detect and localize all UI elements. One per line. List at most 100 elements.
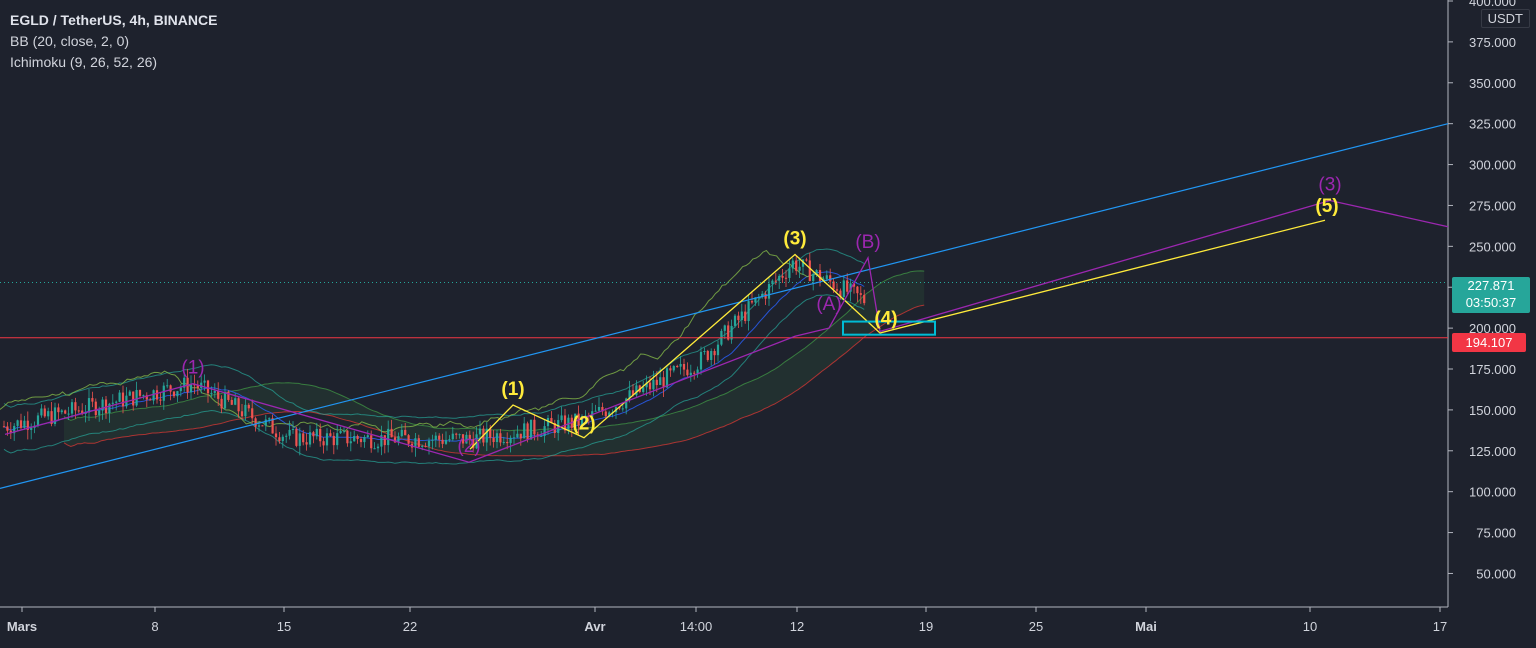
corrective-wave-label: (B)	[855, 232, 880, 253]
candle-body	[519, 433, 522, 439]
blue-trendline	[0, 123, 1449, 489]
time-tick-label: 8	[151, 619, 158, 634]
candle-body	[155, 390, 159, 400]
candle-body	[261, 425, 264, 427]
candle-body	[363, 437, 366, 443]
price-tick-label: 100.000	[1469, 485, 1516, 500]
candle-body	[485, 428, 488, 443]
candle-body	[322, 441, 325, 446]
candle-body	[271, 418, 274, 434]
candle-body	[142, 395, 145, 397]
impulse-wave-path	[469, 219, 1326, 450]
bb-indicator-label[interactable]: BB (20, close, 2, 0)	[10, 33, 130, 49]
candle-body	[234, 398, 237, 405]
candle-body	[380, 435, 383, 447]
time-tick-label: Mars	[7, 619, 37, 634]
bb-basis-line	[3, 271, 865, 442]
candle-body	[247, 404, 250, 409]
candle-body	[200, 382, 203, 389]
candle-body	[818, 270, 822, 282]
candle-body	[557, 420, 560, 433]
candle-body	[696, 369, 699, 374]
candle-body	[312, 432, 315, 437]
candle-body	[461, 434, 465, 444]
candle-body	[750, 301, 754, 303]
support-price-badge: 194.107	[1452, 333, 1526, 352]
candle-body	[529, 419, 533, 440]
symbol-title[interactable]: EGLD / TetherUS, 4h, BINANCE	[10, 12, 218, 28]
candle-body	[257, 425, 261, 427]
candle-body	[342, 430, 346, 432]
time-tick-label: Mai	[1135, 619, 1157, 634]
ichimoku-span-a	[63, 270, 925, 432]
price-tick-label: 350.000	[1469, 76, 1516, 91]
time-tick-label: Avr	[584, 619, 605, 634]
candle-body	[36, 415, 40, 426]
candle-body	[455, 433, 458, 435]
candle-body	[495, 433, 499, 443]
candle-body	[635, 385, 638, 396]
candle-body	[319, 428, 322, 442]
time-tick-label: 15	[277, 619, 291, 634]
candle-body	[478, 428, 482, 435]
candle-body	[121, 392, 125, 407]
candle-body	[203, 380, 206, 383]
candle-body	[213, 390, 216, 393]
candle-body	[223, 391, 227, 409]
candle-body	[67, 413, 70, 415]
price-tick-label: 125.000	[1469, 444, 1516, 459]
candle-body	[53, 407, 57, 424]
currency-label[interactable]: USDT	[1480, 9, 1530, 28]
candle-body	[98, 410, 101, 416]
candle-body	[152, 390, 155, 401]
candle-body	[285, 435, 288, 437]
candle-body	[230, 399, 233, 405]
ichimoku-lagging-span	[0, 249, 825, 433]
candle-body	[16, 420, 19, 426]
candle-body	[509, 437, 512, 444]
candle-body	[669, 368, 672, 371]
candle-body	[315, 428, 318, 437]
candle-body	[441, 439, 444, 444]
candle-body	[349, 441, 352, 444]
candle-body	[523, 423, 526, 439]
candle-body	[829, 275, 832, 282]
target-zone-box	[842, 320, 936, 336]
candle-body	[431, 439, 434, 441]
candle-body	[329, 433, 332, 436]
candle-body	[115, 401, 118, 403]
candle-body	[723, 325, 726, 331]
candle-body	[383, 435, 386, 446]
candle-body	[220, 398, 223, 409]
candle-body	[601, 406, 604, 412]
candle-body	[458, 434, 461, 436]
ichimoku-indicator-label[interactable]: Ichimoku (9, 26, 52, 26)	[10, 54, 158, 70]
candle-body	[400, 429, 403, 437]
candle-body	[662, 377, 665, 388]
candle-body	[9, 430, 12, 434]
candle-body	[713, 351, 716, 356]
candle-body	[135, 389, 138, 406]
candle-body	[815, 270, 818, 274]
candle-body	[560, 415, 563, 421]
bb-lower-band	[3, 294, 865, 465]
candle-body	[370, 435, 373, 449]
time-tick-label: 14:00	[680, 619, 713, 634]
impulse-wave-label: (5)	[1315, 196, 1338, 217]
candle-body	[43, 408, 46, 417]
candle-body	[448, 439, 451, 441]
candle-body	[291, 428, 295, 430]
candle-body	[444, 439, 448, 444]
candle-body	[533, 419, 536, 435]
candle-body	[764, 293, 767, 299]
candle-body	[835, 289, 839, 291]
impulse-wave-label: (2)	[572, 413, 595, 434]
candle-body	[206, 380, 210, 394]
candle-body	[308, 432, 312, 445]
candle-body	[172, 391, 176, 397]
candle-body	[295, 428, 298, 446]
candle-body	[94, 401, 97, 416]
candle-body	[91, 398, 94, 402]
